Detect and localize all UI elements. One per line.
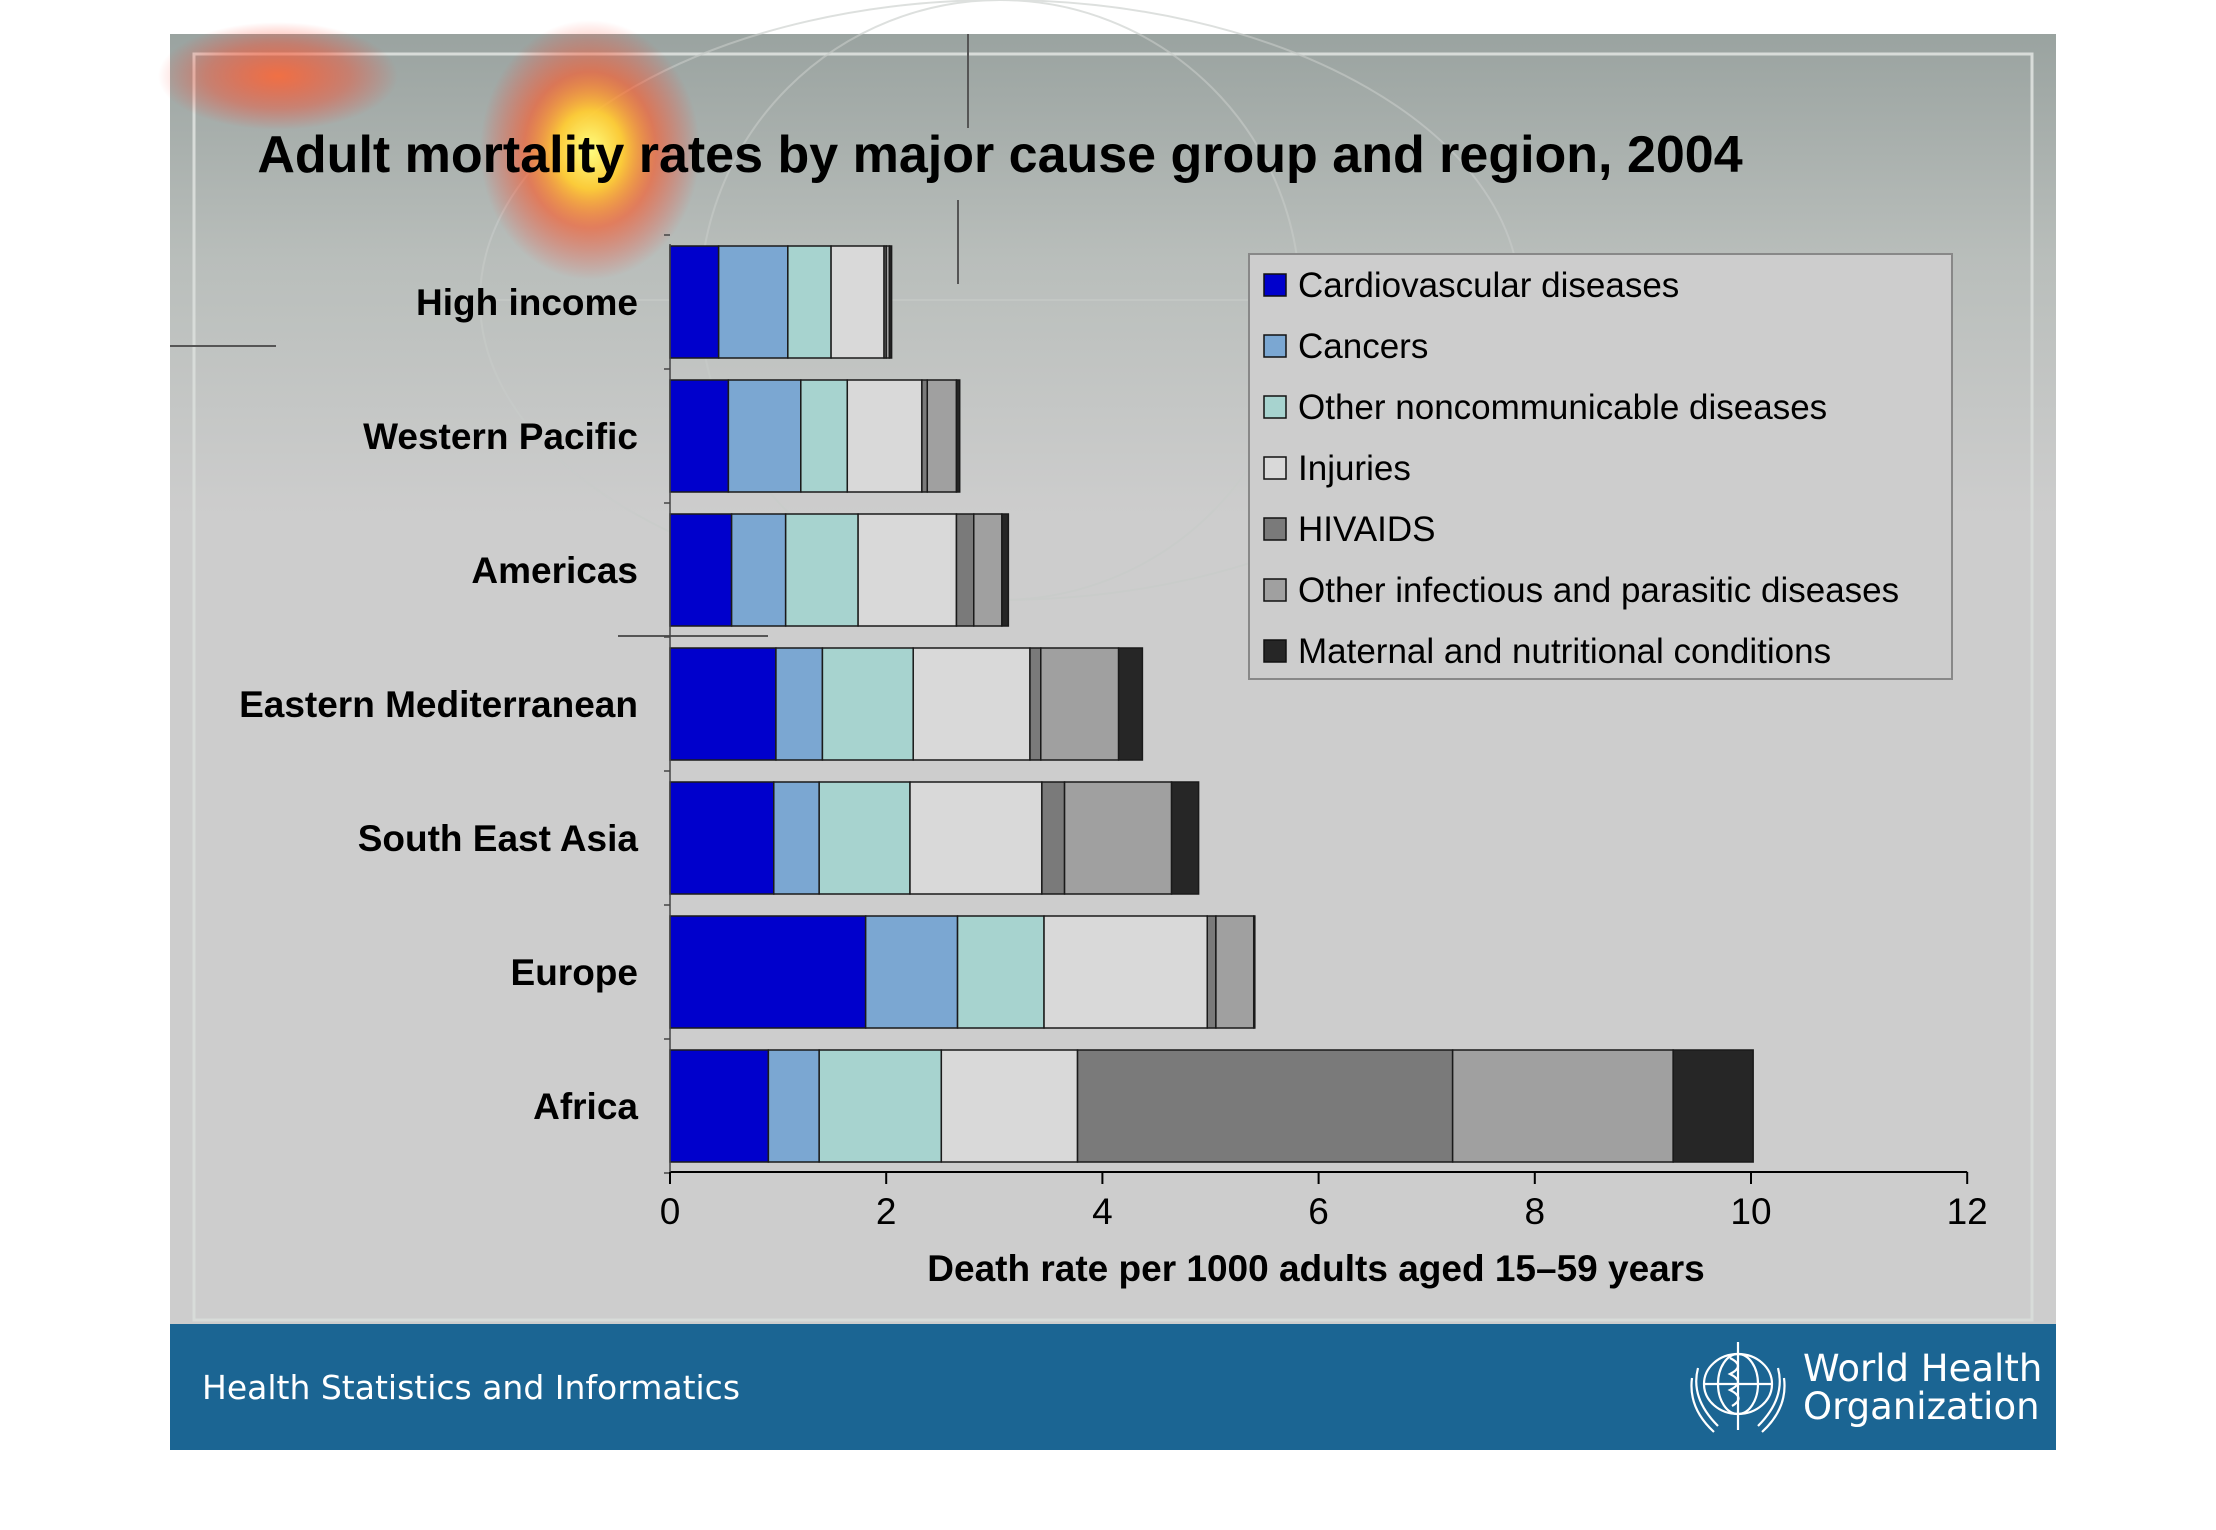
bar-segment	[888, 245, 893, 359]
legend-label: Cardiovascular diseases	[1298, 266, 1679, 305]
footer-bar: Health Statistics and Informatics World …	[170, 1324, 2056, 1450]
legend-swatch	[1263, 273, 1287, 297]
category-labels: High income Western Pacific Americas Easter…	[239, 282, 638, 1127]
bar-segment	[669, 781, 775, 895]
x-tick-label: 2	[876, 1191, 897, 1232]
bar-segment	[1206, 915, 1217, 1029]
category-label: Western Pacific	[363, 416, 638, 457]
bar-segment	[909, 781, 1043, 895]
legend-label: Cancers	[1298, 327, 1428, 366]
legend-swatch	[1263, 334, 1287, 358]
bar-segment	[773, 781, 820, 895]
bar-segment	[669, 647, 777, 761]
legend-label: Maternal and nutritional conditions	[1298, 632, 1831, 671]
x-tick-label: 10	[1730, 1191, 1771, 1232]
bar-segment	[926, 379, 958, 493]
chart-title: Adult mortality rates by major cause gro…	[257, 126, 1742, 184]
bar-segment	[1252, 915, 1256, 1029]
bar-segment	[1117, 647, 1144, 761]
x-tick-label: 0	[660, 1191, 681, 1232]
legend: Cardiovascular diseases Cancers Other nonc…	[1248, 253, 1953, 680]
bar-segment	[940, 1049, 1079, 1163]
legend-label: HIVAIDS	[1298, 510, 1435, 549]
x-tick-label: 6	[1308, 1191, 1329, 1232]
bar-segment	[821, 647, 914, 761]
footer-title: Health Statistics and Informatics	[202, 1368, 741, 1407]
heat-spot	[480, 20, 700, 280]
bar-segment	[800, 379, 849, 493]
bar-segment	[1001, 513, 1010, 627]
bar-segment	[775, 647, 824, 761]
legend-swatch	[1263, 578, 1287, 602]
bar-segment	[857, 513, 958, 627]
category-label: Americas	[471, 550, 638, 591]
category-label: Eastern Mediterranean	[239, 684, 638, 725]
bar-segment	[1076, 1049, 1454, 1163]
bar-segment	[955, 379, 961, 493]
bar-segment	[717, 245, 789, 359]
bar-segment	[669, 513, 733, 627]
x-tick-label: 8	[1525, 1191, 1546, 1232]
bar-segment	[973, 513, 1003, 627]
bar-segment	[767, 1049, 820, 1163]
bar-segment	[1040, 647, 1120, 761]
bar-segment	[1215, 915, 1255, 1029]
bar-segment	[787, 245, 832, 359]
x-tick-label: 4	[1092, 1191, 1113, 1232]
bar-segment	[1063, 781, 1173, 895]
legend-swatch	[1263, 456, 1287, 480]
x-axis: 0 2 4 6 8 10 12	[660, 234, 1988, 1232]
bar-segment	[818, 1049, 943, 1163]
x-axis-label: Death rate per 1000 adults aged 15–59 ye…	[927, 1248, 1704, 1289]
bar-segment	[1041, 781, 1066, 895]
bar-segment	[830, 245, 885, 359]
category-label: Africa	[533, 1086, 638, 1127]
bar-segment	[955, 513, 975, 627]
x-tick-label: 12	[1947, 1191, 1988, 1232]
bar-segment	[921, 379, 929, 493]
category-label: Europe	[511, 952, 638, 993]
legend-swatch	[1263, 639, 1287, 663]
legend-swatch	[1263, 517, 1287, 541]
category-label: South East Asia	[358, 818, 639, 859]
bar-segment	[956, 915, 1045, 1029]
bar-segment	[669, 915, 867, 1029]
bar-segment	[669, 379, 730, 493]
bar-segment	[669, 245, 720, 359]
bars-group	[669, 245, 1754, 1163]
bar-segment	[818, 781, 911, 895]
bar-segment	[1170, 781, 1200, 895]
bar-segment	[912, 647, 1031, 761]
bar-segment	[727, 379, 802, 493]
legend-label: Other infectious and parasitic diseases	[1298, 571, 1899, 610]
legend-box	[1248, 253, 1953, 680]
bar-segment	[864, 915, 959, 1029]
bar-segment	[1451, 1049, 1674, 1163]
bar-segment	[784, 513, 859, 627]
bar-segment	[1043, 915, 1209, 1029]
bar-segment	[730, 513, 787, 627]
slide-frame	[192, 52, 2034, 1322]
legend-label: Injuries	[1298, 449, 1411, 488]
bar-segment	[1672, 1049, 1754, 1163]
category-label: High income	[416, 282, 638, 323]
bar-segment	[669, 1049, 770, 1163]
who-emblem-icon	[1690, 1342, 1786, 1433]
heat-spot	[158, 22, 398, 130]
bar-segment	[846, 379, 923, 493]
legend-label: Other noncommunicable diseases	[1298, 388, 1827, 427]
who-wordmark: World Health Organization	[1803, 1347, 2043, 1428]
legend-swatch	[1263, 395, 1287, 419]
bar-segment	[1029, 647, 1042, 761]
